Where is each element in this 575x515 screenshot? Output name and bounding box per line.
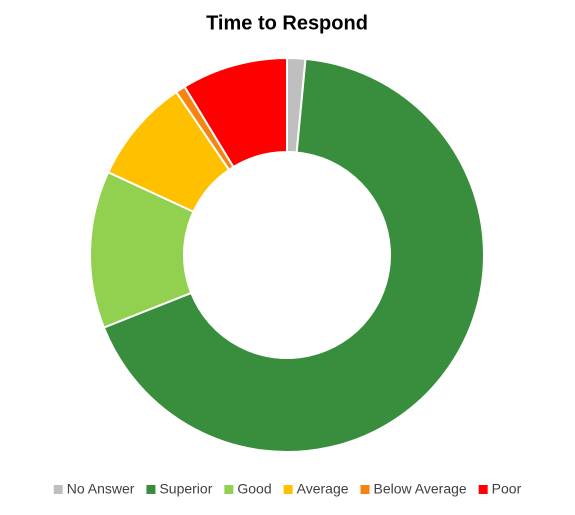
legend-label: Below Average [374,481,467,497]
legend-swatch [478,485,488,494]
legend-swatch [360,485,370,494]
legend-label: Good [237,481,271,497]
legend-label: Superior [159,481,212,497]
legend-swatch [146,485,156,494]
chart-title: Time to Respond [206,12,368,34]
doughnut-segment [183,56,288,169]
legend-label: No Answer [67,481,135,497]
legend-swatch [53,485,63,494]
legend-label: Average [297,481,349,497]
legend-label: Poor [492,481,522,497]
legend-swatch [283,485,293,494]
legend-swatch [224,485,234,494]
doughnut-segment [102,57,485,453]
